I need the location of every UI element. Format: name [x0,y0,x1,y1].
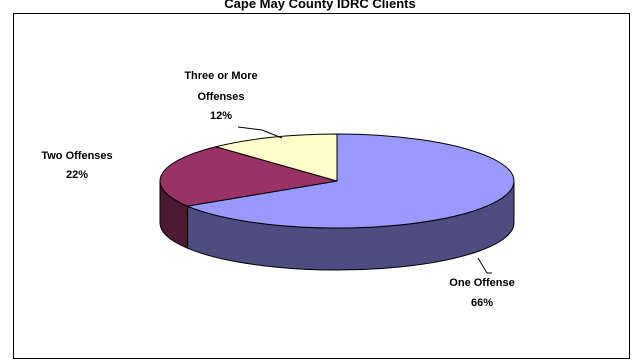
label-two-offenses: Two Offenses [41,150,112,162]
label-one-offense-pct: 66% [471,297,493,309]
leader-lines [237,126,492,274]
label-two-offenses-pct: 22% [66,169,88,181]
pie-slice-2 [215,133,338,182]
label-one-offense: One Offense [449,277,514,289]
leader-line-2 [237,126,283,139]
pie-slice-1 [159,146,338,207]
pie-tops [159,133,515,229]
label-three-or-more-line2: Offenses [197,91,244,103]
chart-title: Cape May County IDRC Clients [224,0,415,11]
pie-slice-0 [187,133,515,229]
label-three-or-more-line1: Three or More [184,70,257,82]
label-three-or-more-pct: 12% [210,110,232,122]
leader-line-0 [477,257,492,274]
